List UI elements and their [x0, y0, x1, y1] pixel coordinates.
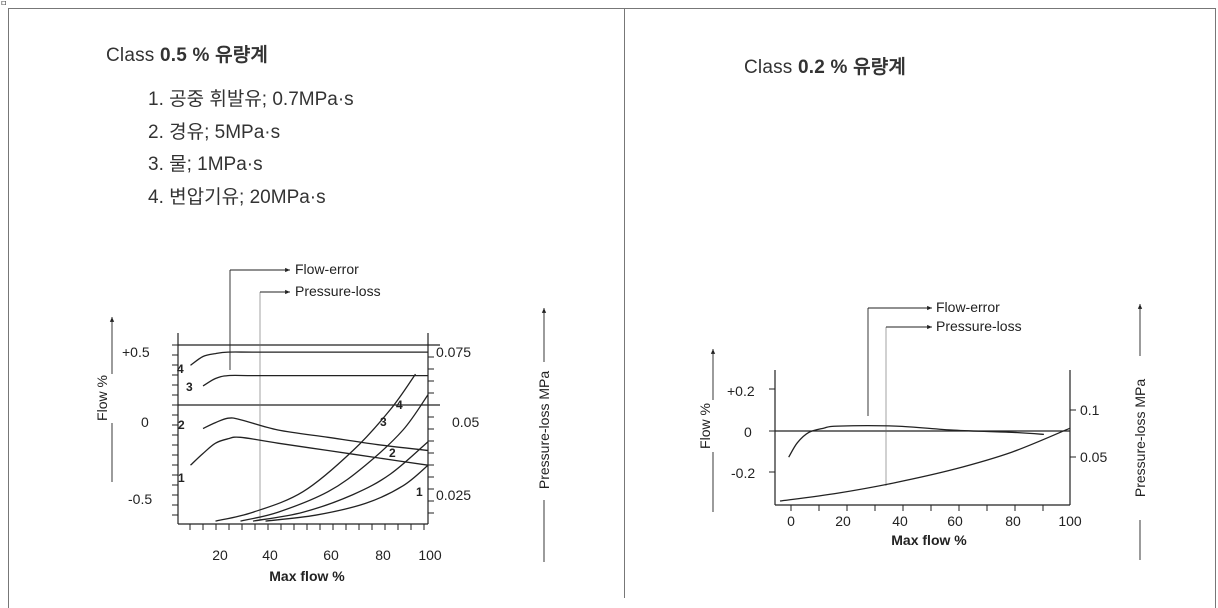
- left-y2-tick-label: 0.075: [436, 344, 471, 360]
- left-y-axis-label: Flow %: [94, 375, 110, 421]
- right-x-tick-label: 100: [1058, 513, 1082, 529]
- right-series-group: [779, 425, 1071, 502]
- right-y2-tick-label: 0.05: [1080, 449, 1107, 465]
- fluid-item: 1. 공중 휘발유; 0.7MPa·s: [148, 89, 354, 110]
- left-y2-tick-label: 0.05: [452, 414, 479, 430]
- right-x-tick-label: 20: [835, 513, 851, 529]
- left-y2-axis-label: Pressure-loss MPa: [536, 371, 552, 489]
- left-pressure-loss-curve-2: [252, 441, 429, 522]
- fluid-item: 2. 경유; 5MPa·s: [148, 121, 281, 143]
- fluid-list: 1. 공중 휘발유; 0.7MPa·s 2. 경유; 5MPa·s 3. 물; …: [148, 84, 354, 214]
- left-x-tick-label: 60: [323, 547, 339, 563]
- left-flow-error-curve-2: [202, 417, 429, 452]
- left-pressure-loss-curve-4: [215, 373, 417, 522]
- fluid-item: 4. 변압기유; 20MPa·s: [148, 186, 326, 208]
- left-curve-label: 2: [178, 418, 185, 432]
- left-curve-label: 1: [416, 485, 423, 499]
- right-x-tick-label: 60: [947, 513, 963, 529]
- right-title-suffix: % 유량계: [825, 57, 907, 78]
- left-y-tick-label: +0.5: [122, 344, 150, 360]
- left-curve-label: 4: [396, 398, 403, 412]
- left-x-tick-label: 100: [418, 547, 442, 563]
- left-minor-ticks: [172, 344, 434, 530]
- right-x-tick-label: 0: [787, 513, 795, 529]
- right-y-tick-label: 0: [744, 424, 752, 440]
- right-flow-error-label: Flow-error: [936, 299, 1000, 315]
- left-y2-tick-label: 0.025: [436, 487, 471, 503]
- left-x-tick-label: 80: [375, 547, 391, 563]
- left-title-prefix: Class: [106, 45, 160, 66]
- left-title-value: 0.5: [160, 45, 188, 66]
- left-pressure-loss-curve-1: [265, 464, 429, 522]
- left-title-suffix: % 유량계: [187, 45, 269, 66]
- left-chart: [109, 267, 547, 562]
- right-title-prefix: Class: [744, 57, 798, 78]
- left-curve-label: 3: [380, 415, 387, 429]
- right-x-tick-label: 40: [892, 513, 908, 529]
- corner-mark: ㅁ: [0, 0, 8, 8]
- left-flow-error-curve-1: [190, 436, 429, 466]
- left-curve-label: 3: [186, 380, 193, 394]
- left-pressure-loss-curve-3: [240, 394, 429, 522]
- left-curve-label: 1: [178, 471, 185, 485]
- fluid-item: 3. 물; 1MPa·s: [148, 154, 263, 175]
- right-y2-tick-label: 0.1: [1080, 402, 1100, 418]
- left-y-tick-label: 0: [141, 414, 149, 430]
- right-y-tick-label: +0.2: [727, 383, 755, 399]
- right-y-tick-label: -0.2: [731, 465, 755, 481]
- left-x-tick-label: 40: [262, 547, 278, 563]
- right-minor-ticks: [769, 388, 1076, 511]
- right-title: Class 0.2 % 유량계: [744, 52, 906, 79]
- left-flow-error-curve-3: [202, 374, 428, 387]
- right-pressure-loss-curve: [779, 427, 1071, 502]
- left-pressure-loss-label: Pressure-loss: [295, 283, 381, 299]
- right-x-tick-label: 80: [1005, 513, 1021, 529]
- column-divider: [624, 8, 625, 598]
- right-chart: [710, 304, 1143, 560]
- right-flow-error-curve: [788, 425, 1044, 458]
- left-curve-label: 4: [177, 362, 184, 376]
- left-x-axis-label: Max flow %: [269, 568, 345, 584]
- table-frame: [8, 8, 1216, 608]
- left-x-tick-label: 20: [212, 547, 228, 563]
- left-title: Class 0.5 % 유량계: [106, 40, 268, 67]
- right-x-axis-label: Max flow %: [891, 532, 967, 548]
- left-series-group: [190, 351, 429, 522]
- right-pressure-loss-label: Pressure-loss: [936, 318, 1022, 334]
- right-y-axis-label: Flow %: [697, 403, 713, 449]
- left-flow-error-label: Flow-error: [295, 261, 359, 277]
- right-y2-axis-label: Pressure-loss MPa: [1132, 379, 1148, 497]
- left-y-tick-label: -0.5: [128, 491, 152, 507]
- left-curve-label: 2: [389, 446, 396, 460]
- left-flow-error-curve-4: [190, 351, 428, 366]
- right-title-value: 0.2: [798, 57, 826, 78]
